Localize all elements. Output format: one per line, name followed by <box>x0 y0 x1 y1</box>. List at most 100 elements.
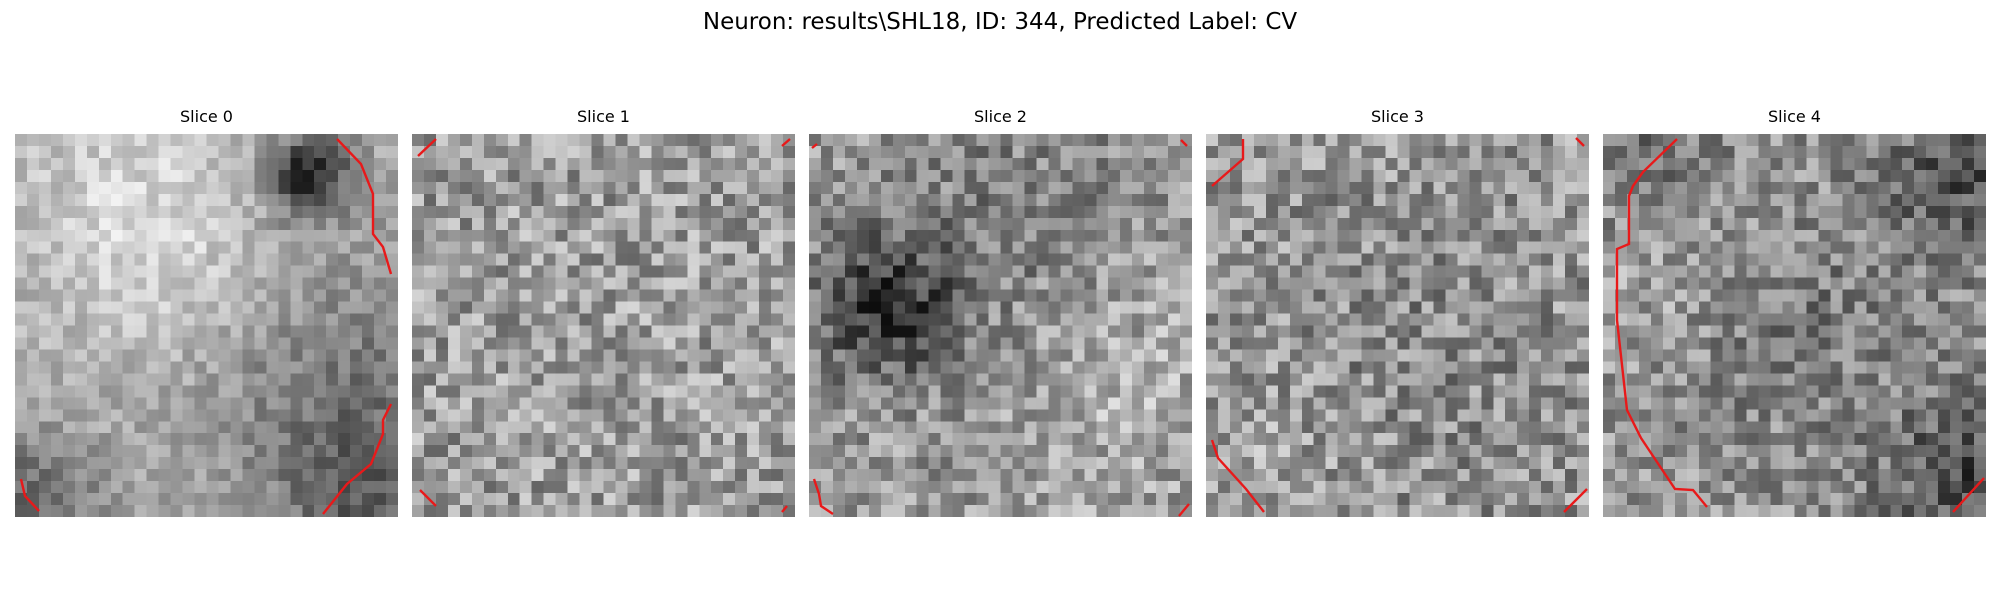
image-pixel <box>1217 145 1231 159</box>
image-pixel <box>15 169 28 183</box>
image-pixel <box>1806 301 1820 315</box>
image-pixel <box>338 229 351 243</box>
image-pixel <box>50 397 64 410</box>
image-pixel <box>74 469 88 482</box>
image-pixel <box>158 385 172 398</box>
image-pixel <box>1493 265 1506 279</box>
image-pixel <box>74 193 88 207</box>
image-pixel <box>1409 337 1423 351</box>
image-pixel <box>916 241 930 255</box>
image-pixel <box>1565 169 1578 183</box>
image-pixel <box>134 193 148 207</box>
image-pixel <box>1409 421 1423 434</box>
image-pixel <box>1385 241 1399 255</box>
image-pixel <box>1758 145 1772 159</box>
image-pixel <box>555 241 569 255</box>
image-pixel <box>1577 217 1589 231</box>
image-pixel <box>1577 373 1589 386</box>
image-pixel <box>916 217 930 231</box>
image-pixel <box>50 134 64 147</box>
image-pixel <box>254 277 267 291</box>
image-pixel <box>651 337 664 351</box>
image-pixel <box>230 421 244 434</box>
image-pixel <box>1698 457 1712 470</box>
image-pixel <box>1926 421 1939 434</box>
image-pixel <box>423 241 437 255</box>
image-pixel <box>1108 265 1121 279</box>
image-pixel <box>15 313 28 327</box>
image-pixel <box>1072 457 1085 470</box>
image-pixel <box>904 229 918 243</box>
image-pixel <box>892 361 906 374</box>
image-pixel <box>976 397 990 410</box>
image-pixel <box>38 193 52 207</box>
image-pixel <box>1674 373 1688 386</box>
image-pixel <box>856 337 870 351</box>
image-pixel <box>122 313 136 327</box>
image-pixel <box>1565 373 1578 386</box>
image-pixel <box>1698 301 1712 315</box>
image-pixel <box>723 301 736 315</box>
image-pixel <box>1180 145 1192 159</box>
image-pixel <box>86 421 100 434</box>
image-pixel <box>1734 289 1748 303</box>
image-pixel <box>579 134 593 147</box>
image-pixel <box>1698 169 1712 183</box>
image-pixel <box>1156 193 1169 207</box>
image-pixel <box>880 253 894 267</box>
image-pixel <box>1529 493 1542 506</box>
image-pixel <box>603 145 617 159</box>
image-pixel <box>1890 325 1903 339</box>
image-pixel <box>820 289 834 303</box>
image-pixel <box>603 325 617 339</box>
image-pixel <box>1529 205 1542 219</box>
image-pixel <box>206 145 220 159</box>
slice-image <box>1206 134 1589 517</box>
image-pixel <box>1433 253 1446 267</box>
image-pixel <box>928 397 942 410</box>
image-pixel <box>1662 289 1676 303</box>
image-pixel <box>1734 349 1748 363</box>
image-pixel <box>783 301 795 315</box>
image-pixel <box>1313 325 1327 339</box>
image-pixel <box>1361 349 1375 363</box>
image-pixel <box>266 289 279 303</box>
image-pixel <box>916 169 930 183</box>
image-pixel <box>1096 157 1109 171</box>
image-pixel <box>1084 325 1097 339</box>
image-pixel <box>423 349 437 363</box>
image-pixel <box>856 145 870 159</box>
image-pixel <box>1794 409 1808 422</box>
image-pixel <box>591 313 605 327</box>
image-pixel <box>1926 373 1939 386</box>
image-pixel <box>1830 181 1843 195</box>
image-pixel <box>483 421 497 434</box>
image-pixel <box>182 145 196 159</box>
image-pixel <box>868 505 882 517</box>
image-pixel <box>1890 337 1903 351</box>
image-pixel <box>1758 217 1772 231</box>
image-pixel <box>326 301 339 315</box>
image-pixel <box>314 385 327 398</box>
image-pixel <box>1108 145 1121 159</box>
image-pixel <box>1914 241 1927 255</box>
image-pixel <box>26 313 40 327</box>
image-pixel <box>567 361 581 374</box>
image-pixel <box>1626 157 1640 171</box>
image-pixel <box>86 253 100 267</box>
image-pixel <box>555 433 569 446</box>
image-pixel <box>338 289 351 303</box>
image-pixel <box>218 217 232 231</box>
image-pixel <box>507 493 521 506</box>
image-pixel <box>170 433 184 446</box>
image-pixel <box>50 205 64 219</box>
image-pixel <box>579 289 593 303</box>
image-pixel <box>1373 505 1387 517</box>
image-pixel <box>868 241 882 255</box>
image-pixel <box>1517 157 1530 171</box>
image-pixel <box>1878 373 1891 386</box>
image-pixel <box>1337 445 1351 458</box>
image-pixel <box>1914 409 1927 422</box>
image-pixel <box>1265 169 1279 183</box>
image-pixel <box>1144 325 1157 339</box>
